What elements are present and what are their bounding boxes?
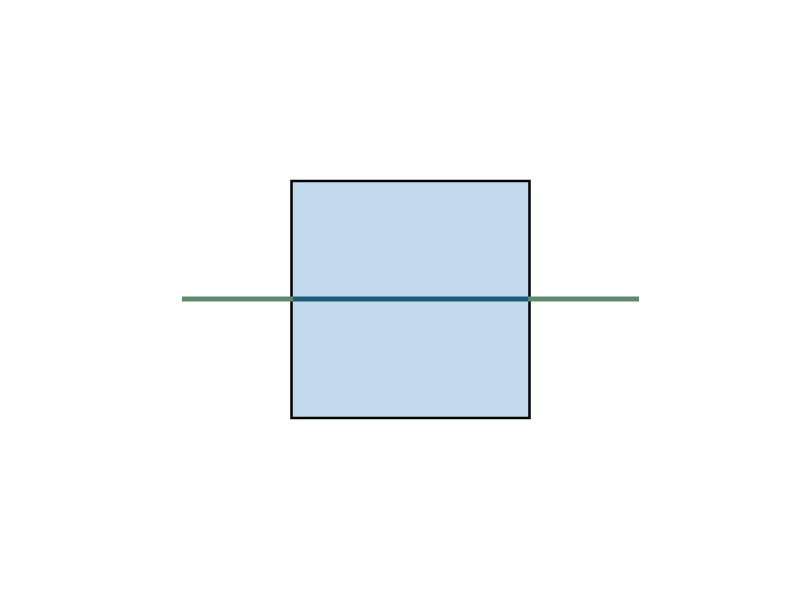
diagram-canvas: [182, 179, 639, 420]
